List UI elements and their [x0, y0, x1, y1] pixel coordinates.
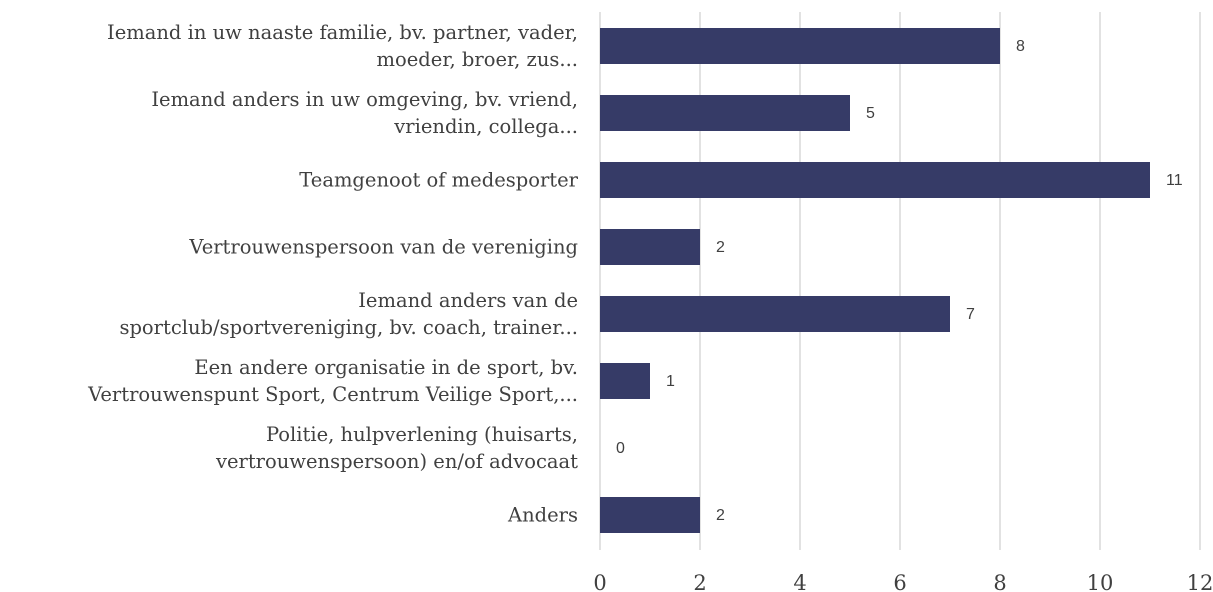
y-tick-label: Teamgenoot of medesporter — [299, 168, 578, 192]
value-label: 7 — [966, 306, 975, 323]
value-label: 2 — [716, 239, 725, 256]
value-label: 1 — [666, 373, 675, 390]
bar — [600, 229, 700, 265]
x-tick-label: 6 — [893, 571, 906, 592]
x-tick-label: 12 — [1187, 571, 1213, 592]
x-tick-label: 0 — [593, 571, 606, 592]
x-tick-label: 10 — [1087, 571, 1114, 592]
bar — [600, 363, 650, 399]
bar — [600, 296, 950, 332]
bar — [600, 28, 1000, 64]
value-label: 11 — [1166, 172, 1183, 189]
y-tick-label: Iemand anders van de sportclub/sportvere… — [119, 289, 578, 339]
value-label: 2 — [716, 507, 725, 524]
y-tick-label: Een andere organisatie in de sport, bv. … — [88, 356, 578, 406]
x-tick-label: 2 — [693, 571, 706, 592]
x-tick-label: 8 — [993, 571, 1006, 592]
bar — [600, 95, 850, 131]
y-tick-label: Vertrouwenspersoon van de vereniging — [189, 235, 578, 259]
bar — [600, 497, 700, 533]
y-tick-label: Iemand in uw naaste familie, bv. partner… — [107, 21, 578, 71]
y-tick-label: Iemand anders in uw omgeving, bv. vriend… — [151, 88, 578, 138]
bar — [600, 162, 1150, 198]
y-tick-label: Politie, hulpverlening (huisarts, vertro… — [215, 423, 578, 473]
value-label: 5 — [866, 105, 875, 122]
y-tick-label: Anders — [508, 503, 578, 527]
x-tick-label: 4 — [793, 571, 806, 592]
value-label: 0 — [616, 440, 625, 457]
value-label: 8 — [1016, 38, 1025, 55]
